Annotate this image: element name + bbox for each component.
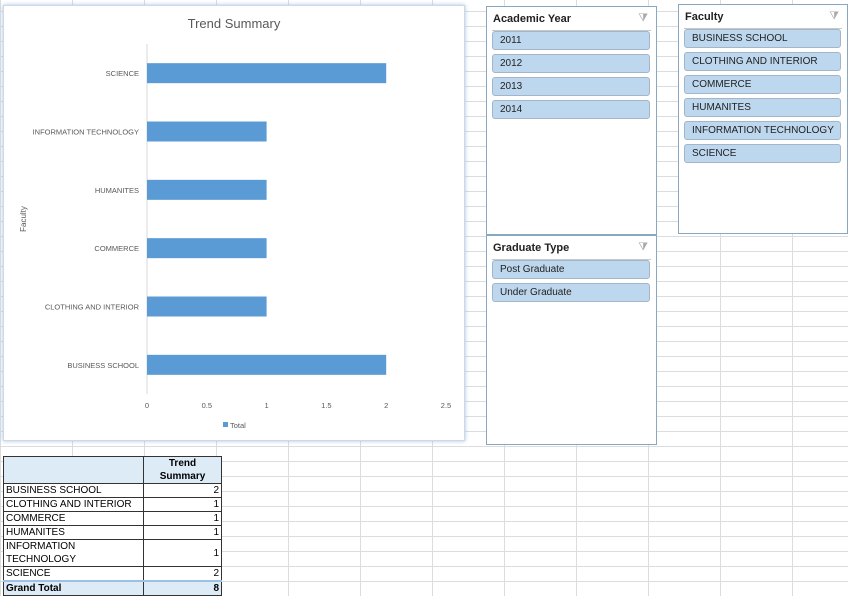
x-tick-label: 2.5	[441, 401, 451, 410]
filter-clear-icon[interactable]: ⧩	[638, 241, 648, 253]
x-tick-label: 2	[384, 401, 388, 410]
total-value[interactable]: 8	[143, 580, 222, 596]
slicer-item[interactable]: CLOTHING AND INTERIOR	[684, 52, 841, 71]
slicer-item[interactable]: 2014	[492, 100, 650, 119]
divider	[684, 28, 842, 29]
y-axis-label: Faculty	[19, 206, 28, 232]
table-row: CLOTHING AND INTERIOR 1	[3, 497, 222, 512]
legend-label: Total	[230, 421, 246, 430]
row-label[interactable]: COMMERCE	[3, 511, 144, 526]
row-label[interactable]: HUMANITES	[3, 525, 144, 540]
slicer-faculty[interactable]: Faculty ⧩ BUSINESS SCHOOL CLOTHING AND IN…	[678, 4, 848, 234]
slicer-graduate-type[interactable]: Graduate Type ⧩ Post Graduate Under Gradu…	[486, 235, 657, 445]
filter-clear-icon[interactable]: ⧩	[829, 10, 839, 22]
row-label[interactable]: INFORMATION TECHNOLOGY	[3, 539, 144, 567]
category-label: BUSINESS SCHOOL	[67, 361, 139, 370]
slicer-academic-year[interactable]: Academic Year ⧩ 2011 2012 2013 2014	[486, 6, 657, 235]
category-label: CLOTHING AND INTERIOR	[45, 303, 140, 312]
row-value[interactable]: 2	[143, 483, 222, 498]
legend-swatch	[223, 422, 228, 427]
row-label[interactable]: SCIENCE	[3, 566, 144, 582]
table-row: INFORMATION TECHNOLOGY 1	[3, 539, 222, 567]
divider	[492, 259, 651, 260]
pivot-header[interactable]: Trend Summary	[143, 456, 222, 484]
category-label: COMMERCE	[94, 244, 139, 253]
x-tick-label: 1	[265, 401, 269, 410]
row-label[interactable]: BUSINESS SCHOOL	[3, 483, 144, 498]
slicer-item[interactable]: 2012	[492, 54, 650, 73]
slicer-title: Faculty	[685, 11, 724, 23]
x-tick-label: 1.5	[321, 401, 331, 410]
chart-svg: Trend Summary Faculty BUSINESS SCHOOL CLOTH…	[19, 16, 451, 430]
row-value[interactable]: 2	[143, 566, 222, 582]
row-label[interactable]: CLOTHING AND INTERIOR	[3, 497, 144, 512]
bar	[147, 354, 387, 375]
table-row: COMMERCE 1	[3, 511, 222, 526]
bar	[147, 238, 267, 259]
chart-title: Trend Summary	[188, 16, 281, 31]
divider	[492, 30, 651, 31]
grand-total-row: Grand Total 8	[3, 580, 222, 596]
x-tick-label: 0	[145, 401, 149, 410]
slicer-item[interactable]: 2013	[492, 77, 650, 96]
slicer-item[interactable]: Under Graduate	[492, 283, 650, 302]
row-value[interactable]: 1	[143, 525, 222, 540]
slicer-item[interactable]: BUSINESS SCHOOL	[684, 29, 841, 48]
total-label[interactable]: Grand Total	[3, 580, 144, 596]
row-value[interactable]: 1	[143, 497, 222, 512]
slicer-title: Academic Year	[493, 13, 572, 25]
pivot-table: Trend Summary BUSINESS SCHOOL 2 CLOTHING A…	[3, 456, 222, 596]
slicer-item[interactable]: Post Graduate	[492, 260, 650, 279]
row-value[interactable]: 1	[143, 539, 222, 567]
bar	[147, 63, 387, 84]
filter-clear-icon[interactable]: ⧩	[638, 12, 648, 24]
table-row: BUSINESS SCHOOL 2	[3, 483, 222, 498]
slicer-item[interactable]: SCIENCE	[684, 144, 841, 163]
pivot-corner[interactable]	[3, 456, 144, 484]
slicer-item[interactable]: INFORMATION TECHNOLOGY	[684, 121, 841, 140]
slicer-item[interactable]: COMMERCE	[684, 75, 841, 94]
bar	[147, 179, 267, 200]
category-label: HUMANITES	[95, 186, 139, 195]
category-label: INFORMATION TECHNOLOGY	[33, 128, 139, 137]
category-label: SCIENCE	[106, 69, 139, 78]
slicer-item[interactable]: HUMANITES	[684, 98, 841, 117]
bar	[147, 296, 267, 317]
x-tick-label: 0.5	[202, 401, 212, 410]
bar-chart[interactable]: Trend Summary Faculty BUSINESS SCHOOL CLOTH…	[3, 5, 465, 441]
table-row: SCIENCE 2	[3, 566, 222, 582]
row-value[interactable]: 1	[143, 511, 222, 526]
table-row: HUMANITES 1	[3, 525, 222, 540]
slicer-title: Graduate Type	[493, 242, 570, 254]
slicer-item[interactable]: 2011	[492, 31, 650, 50]
bar	[147, 121, 267, 142]
